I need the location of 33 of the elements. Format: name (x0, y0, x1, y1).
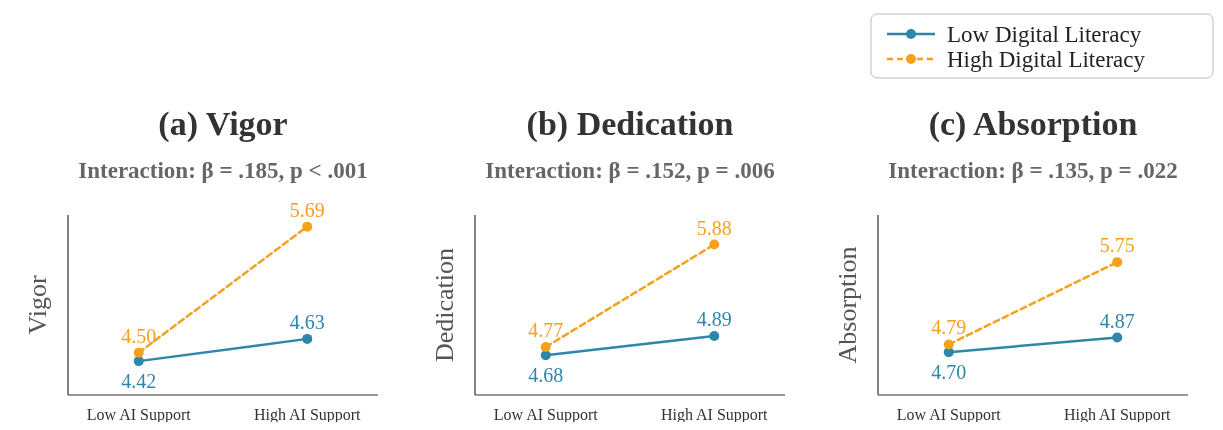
chart-subtitle: Interaction: β = .185, p < .001 (78, 158, 368, 183)
point (1112, 257, 1123, 268)
data-label: 4.68 (528, 364, 564, 387)
data-label: 4.70 (931, 361, 967, 384)
data-label: 5.88 (696, 216, 732, 239)
point (302, 221, 313, 232)
point (1112, 332, 1123, 343)
data-label: 5.69 (289, 198, 325, 221)
y-axis-title: Absorption (833, 246, 862, 364)
point (133, 356, 144, 367)
point (709, 239, 720, 250)
point (302, 333, 313, 344)
legend-label: Low Digital Literacy (947, 22, 1142, 48)
chart-subtitle: Interaction: β = .135, p = .022 (888, 158, 1178, 183)
chart-title: (c) Absorption (928, 105, 1138, 143)
data-label: 4.77 (528, 319, 564, 341)
legend-label: High Digital Literacy (947, 47, 1146, 73)
chart-title: (b) Dedication (526, 105, 734, 143)
chart-title: (a) Vigor (158, 105, 288, 143)
data-label: 4.50 (121, 324, 157, 347)
point (540, 342, 551, 352)
y-axis-title: Vigor (23, 275, 52, 335)
chart-subtitle: Interaction: β = .152, p = .006 (485, 158, 775, 183)
point (133, 347, 144, 358)
data-label: 4.42 (121, 370, 157, 393)
point (943, 339, 954, 350)
data-label: 4.63 (289, 310, 325, 333)
data-label: 5.75 (1099, 234, 1135, 257)
y-axis-title: Dedication (430, 247, 459, 363)
data-label: 4.87 (1099, 309, 1135, 332)
point (709, 330, 720, 341)
data-label: 4.79 (931, 316, 967, 339)
data-label: 4.89 (696, 307, 732, 330)
